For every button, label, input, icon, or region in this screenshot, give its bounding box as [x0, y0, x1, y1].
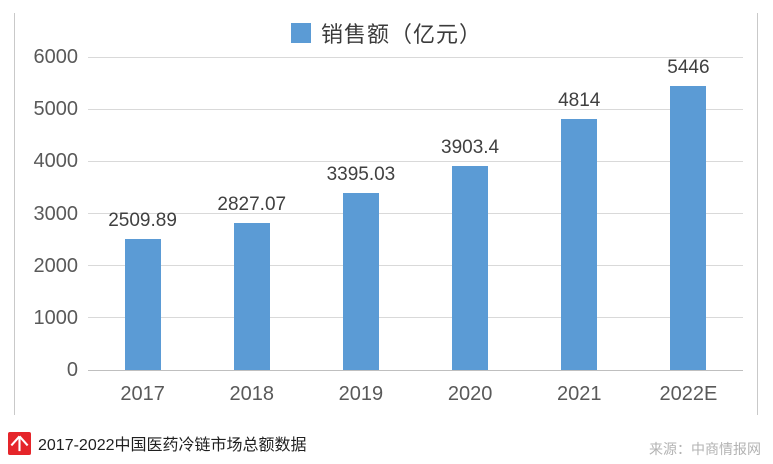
legend-label: 销售额（亿元） — [320, 22, 482, 47]
y-tick-label: 6000 — [33, 46, 79, 68]
gridline — [88, 108, 743, 110]
x-tick-label-2022E: 2022E — [659, 383, 718, 405]
y-tick-label: 1000 — [33, 306, 79, 329]
plot-left-border — [14, 13, 15, 415]
plot-area: 2509.89 2827.07 3395.03 3903.4 4814 5446 — [88, 56, 743, 371]
gridline — [88, 56, 743, 58]
bar-2020 — [452, 166, 489, 370]
gridline — [88, 213, 743, 214]
bar-2019 — [342, 192, 379, 370]
footer-source-text: 来源：中商情报网 — [649, 441, 761, 457]
value-label-2017: 2509.89 — [108, 210, 177, 232]
legend-swatch — [290, 23, 311, 43]
y-tick-label: 4000 — [33, 150, 79, 173]
x-tick-label-2021: 2021 — [557, 383, 602, 405]
y-tick-label: 3000 — [33, 202, 79, 225]
bar-2021 — [561, 118, 598, 370]
legend: 销售额（亿元） — [0, 17, 773, 49]
bar-2018 — [233, 222, 270, 370]
y-tick-label: 5000 — [33, 98, 79, 121]
gridline — [88, 265, 743, 267]
x-tick-label-2017: 2017 — [120, 383, 165, 405]
x-tick-label-2019: 2019 — [338, 383, 384, 405]
gridline — [88, 317, 743, 319]
y-tick-label: 0 — [66, 359, 78, 381]
y-tick-label: 2000 — [33, 254, 79, 277]
bar-2017 — [124, 239, 161, 370]
value-label-2021: 4814 — [558, 89, 601, 111]
plot-right-border — [757, 13, 758, 415]
footer-caption-text: 2017-2022中国医药冷链市场总额数据 — [38, 437, 307, 454]
gridline — [88, 160, 743, 162]
up-arrow-logo-icon — [8, 431, 31, 455]
x-tick-label-2018: 2018 — [229, 383, 275, 405]
value-label-2022E: 5446 — [667, 56, 710, 78]
value-label-2019: 3395.03 — [326, 163, 396, 185]
x-axis-line — [88, 370, 743, 371]
x-axis: 2017 2018 2019 2020 2021 2022E — [88, 383, 743, 407]
footer-caption: 2017-2022中国医药冷链市场总额数据 — [8, 431, 307, 455]
x-tick-label-2020: 2020 — [447, 383, 493, 405]
bar-2022E — [670, 85, 707, 370]
y-axis: 0 1000 2000 3000 4000 5000 6000 — [0, 47, 79, 380]
value-label-2020: 3903.4 — [441, 137, 500, 159]
value-label-2018: 2827.07 — [217, 193, 287, 215]
